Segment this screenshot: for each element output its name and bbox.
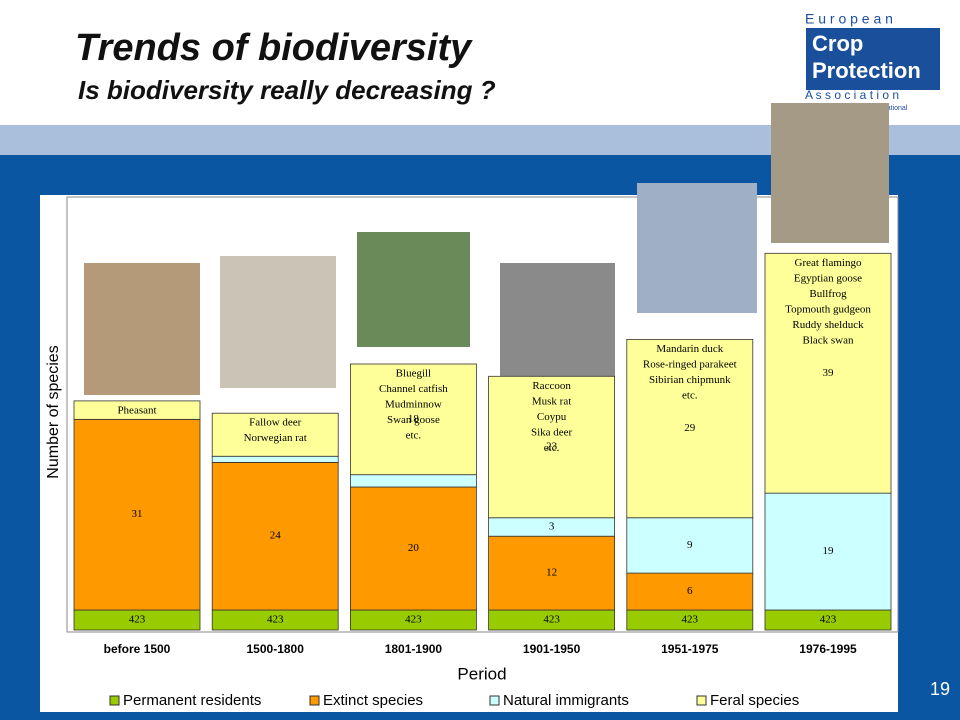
bar-segment [626, 517, 754, 574]
bar-segment [488, 375, 616, 519]
annotation: Musk rat [532, 395, 571, 407]
bar-segment [488, 535, 616, 611]
annotation: Egyptian goose [794, 272, 862, 284]
x-axis-title: Period [457, 664, 506, 683]
value-label: 423 [405, 614, 422, 626]
annotation: Channel catfish [379, 383, 448, 395]
value-label: 423 [543, 614, 560, 626]
logo-text: Protection [812, 58, 921, 83]
value-label: 423 [820, 614, 837, 626]
value-label: 20 [408, 542, 420, 554]
page-number: 19 [930, 679, 950, 699]
bar-segment [349, 474, 477, 488]
annotation: Mudminnow [385, 399, 442, 411]
annotation: Coypu [537, 411, 567, 423]
annotation: Ruddy shelduck [792, 319, 864, 331]
photo [500, 263, 615, 385]
bar-segment [349, 486, 477, 611]
legend-label: Feral species [710, 692, 799, 709]
photo [357, 232, 470, 347]
bar-segment [764, 492, 892, 611]
legend-swatch [696, 695, 707, 706]
legend-swatch [309, 695, 320, 706]
logo-box [806, 28, 940, 90]
title: Trends of biodiversity [75, 27, 473, 69]
value-label: 9 [687, 539, 693, 551]
legend-label: Permanent residents [123, 692, 261, 709]
x-tick-label: 1801-1900 [385, 642, 443, 656]
photos [84, 103, 889, 395]
legend-swatch [109, 695, 120, 706]
value-label: 23 [546, 441, 558, 453]
annotation: etc. [682, 389, 698, 401]
annotation: Sika deer [531, 426, 573, 438]
annotation: Rose-ringed parakeet [643, 358, 737, 370]
annotation: Swan goose [387, 414, 440, 426]
annotation: Sibirian chipmunk [649, 374, 731, 386]
x-tick-label: 1500-1800 [247, 642, 305, 656]
photo [84, 263, 200, 395]
legend-label: Extinct species [323, 692, 423, 709]
value-label: 19 [823, 545, 835, 557]
bar-segment [73, 400, 201, 420]
value-label: 3 [549, 521, 555, 533]
bar-segment [626, 572, 754, 611]
annotation: Bullfrog [809, 288, 847, 300]
y-axis-title: Number of species [45, 345, 62, 478]
bar-segment [211, 455, 339, 463]
photo [637, 183, 757, 313]
value-label: 39 [823, 367, 835, 379]
annotation: etc. [544, 442, 560, 454]
annotation: Fallow deer [249, 417, 302, 429]
logo-text: A s s o c i a t i o n [805, 88, 899, 102]
bar-segment [349, 363, 477, 476]
annotation: Pheasant [117, 404, 156, 416]
plot-frame [66, 196, 899, 633]
bar-segment [211, 412, 339, 457]
annotation: etc. [406, 430, 422, 442]
value-label: 423 [682, 614, 699, 626]
value-label: 31 [132, 508, 143, 520]
photo [220, 256, 336, 388]
legend-label: Natural immigrants [503, 692, 629, 709]
x-tick-label: 1976-1995 [799, 642, 857, 656]
x-tick-label: 1951-1975 [661, 642, 719, 656]
annotation: Black swan [802, 334, 854, 346]
value-label: 29 [684, 422, 696, 434]
subtitle: Is biodiversity really decreasing ? [78, 75, 496, 105]
annotation: Great flamingo [795, 257, 862, 269]
logo-text: Crop [812, 31, 863, 56]
bar-segment [73, 418, 201, 611]
annotation: Topmouth gudgeon [785, 303, 871, 315]
bar-segment [764, 252, 892, 494]
x-tick-label: before 1500 [104, 642, 171, 656]
value-label: 423 [267, 614, 284, 626]
annotation: Mandarin duck [656, 343, 723, 355]
bar-segment [626, 338, 754, 519]
value-label: 24 [270, 530, 282, 542]
value-label: 18 [408, 413, 420, 425]
x-tick-label: 1901-1950 [523, 642, 581, 656]
logo-text: E u r o p e a n [805, 11, 893, 27]
photo [771, 103, 889, 243]
annotation: Norwegian rat [244, 432, 307, 444]
legend-swatch [489, 695, 500, 706]
value-label: 12 [546, 567, 557, 579]
value-label: 6 [687, 585, 693, 597]
annotation: Bluegill [396, 368, 431, 380]
value-label: 423 [129, 614, 146, 626]
annotation: Raccoon [532, 380, 571, 392]
bar-segment [211, 461, 339, 611]
